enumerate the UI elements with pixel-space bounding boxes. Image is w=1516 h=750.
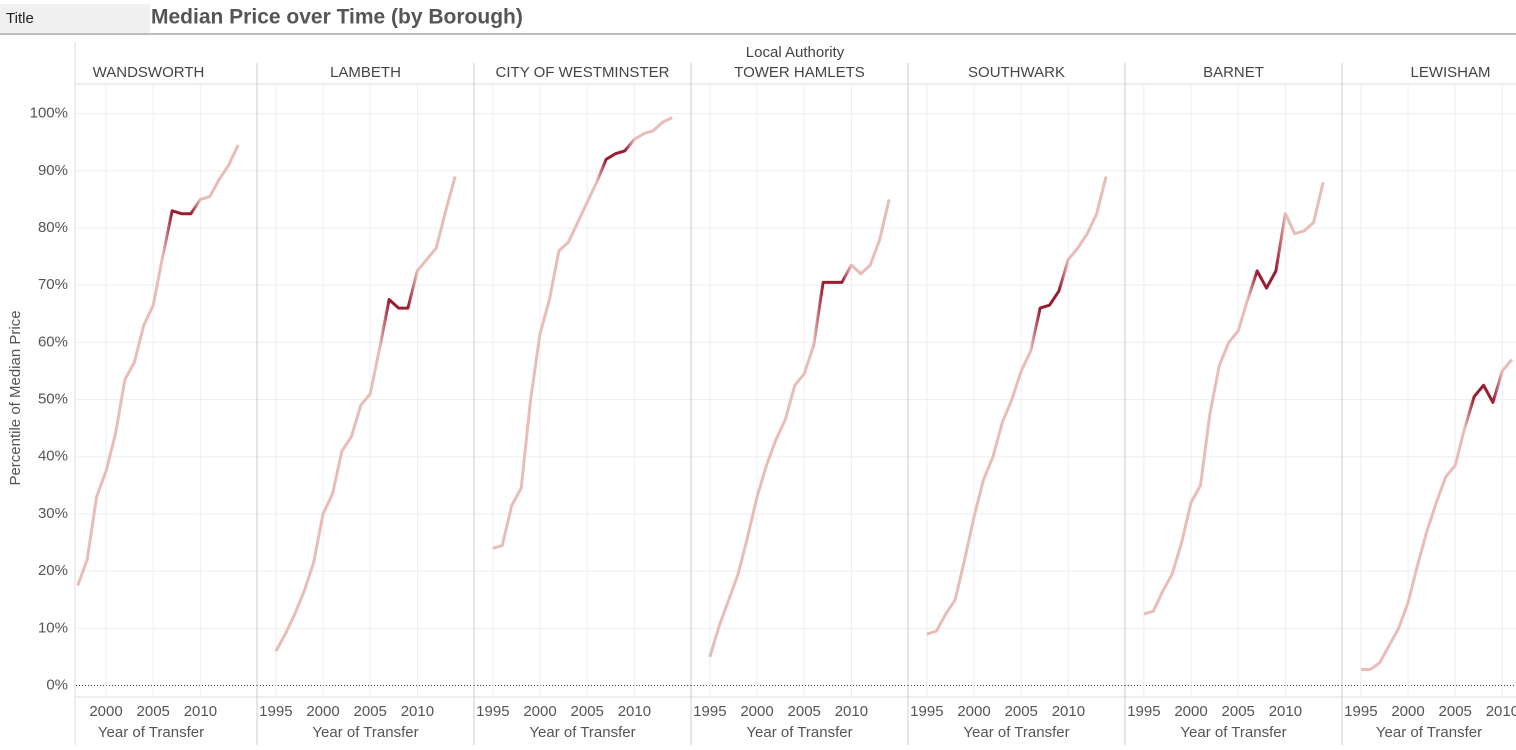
data-line bbox=[708, 199, 891, 658]
x-tick-label: 1995 bbox=[42, 703, 75, 720]
x-axis-title: Year of Transfer bbox=[312, 724, 418, 741]
y-tick-label: 30% bbox=[38, 505, 68, 522]
y-axis-title: Percentile of Median Price bbox=[7, 310, 24, 485]
x-axis-title: Year of Transfer bbox=[1180, 724, 1286, 741]
x-axis-title: Year of Transfer bbox=[98, 724, 204, 741]
y-tick-label: 80% bbox=[38, 219, 68, 236]
x-tick-label: 2010 bbox=[401, 703, 434, 720]
x-tick-label: 2010 bbox=[1269, 703, 1302, 720]
panel-title: BARNET bbox=[1203, 64, 1264, 81]
x-tick-label: 2005 bbox=[571, 703, 604, 720]
data-line bbox=[1360, 358, 1513, 672]
x-tick-label: 2005 bbox=[354, 703, 387, 720]
x-tick-label: 2010 bbox=[618, 703, 651, 720]
panel-title: WANDSWORTH bbox=[93, 64, 205, 81]
x-tick-label: 2000 bbox=[89, 703, 122, 720]
x-tick-label: 2010 bbox=[1052, 703, 1085, 720]
x-tick-label: 2010 bbox=[835, 703, 868, 720]
y-tick-label: 90% bbox=[38, 162, 68, 179]
y-tick-label: 70% bbox=[38, 276, 68, 293]
panel-title: CITY OF WESTMINSTER bbox=[496, 64, 670, 81]
x-tick-label: 2010 bbox=[1486, 703, 1516, 720]
panel: WANDSWORTH 1995 2000 2005 2010 Year of Transf… bbox=[42, 64, 257, 741]
x-tick-label: 2000 bbox=[306, 703, 339, 720]
y-tick-label: 0% bbox=[46, 677, 68, 694]
x-tick-label: 2000 bbox=[957, 703, 990, 720]
x-tick-label: 1995 bbox=[693, 703, 726, 720]
data-line bbox=[492, 116, 673, 550]
data-line bbox=[1143, 181, 1325, 616]
x-tick-label: 2000 bbox=[740, 703, 773, 720]
data-line bbox=[76, 144, 240, 586]
x-tick-label: 2005 bbox=[1439, 703, 1472, 720]
panel: LAMBETH 1995 2000 2005 2010 Year of Transfer bbox=[257, 64, 474, 741]
x-tick-label: 2000 bbox=[523, 703, 556, 720]
x-tick-label: 1995 bbox=[476, 703, 509, 720]
y-tick-label: 60% bbox=[38, 333, 68, 350]
y-tick-label: 10% bbox=[38, 619, 68, 636]
y-tick-label: 20% bbox=[38, 562, 68, 579]
panel-title: TOWER HAMLETS bbox=[734, 64, 865, 81]
data-line bbox=[274, 176, 457, 652]
x-tick-label: 2000 bbox=[1391, 703, 1424, 720]
panel-title: SOUTHWARK bbox=[968, 64, 1065, 81]
x-tick-label: 2005 bbox=[1222, 703, 1255, 720]
x-tick-label: 2005 bbox=[788, 703, 821, 720]
x-tick-label: 2005 bbox=[1005, 703, 1038, 720]
x-axis-title: Year of Transfer bbox=[1376, 724, 1482, 741]
y-tick-label: 100% bbox=[30, 105, 68, 122]
x-tick-label: 2010 bbox=[184, 703, 217, 720]
x-tick-label: 1995 bbox=[1344, 703, 1377, 720]
x-tick-label: 2005 bbox=[137, 703, 170, 720]
panel-title: LEWISHAM bbox=[1410, 64, 1490, 81]
title-label-box bbox=[0, 4, 150, 33]
panel: TOWER HAMLETS 1995 2000 2005 2010 Year of Tra… bbox=[691, 64, 908, 741]
chart-title: Median Price over Time (by Borough) bbox=[151, 6, 523, 29]
panel: SOUTHWARK 1995 2000 2005 2010 Year of Transfe… bbox=[908, 64, 1125, 741]
column-header: Local Authority bbox=[746, 44, 845, 61]
data-line bbox=[926, 176, 1108, 636]
x-axis-title: Year of Transfer bbox=[529, 724, 635, 741]
x-tick-label: 1995 bbox=[259, 703, 292, 720]
x-tick-label: 2000 bbox=[1174, 703, 1207, 720]
panel: CITY OF WESTMINSTER 1995 2000 2005 2010 Year … bbox=[474, 64, 691, 741]
y-tick-label: 40% bbox=[38, 448, 68, 465]
x-axis-title: Year of Transfer bbox=[963, 724, 1069, 741]
panel-title: LAMBETH bbox=[330, 64, 401, 81]
y-tick-label: 50% bbox=[38, 391, 68, 408]
panel: BARNET 1995 2000 2005 2010 Year of Transfer bbox=[1125, 64, 1342, 741]
x-tick-label: 1995 bbox=[1127, 703, 1160, 720]
x-tick-label: 1995 bbox=[910, 703, 943, 720]
x-axis-title: Year of Transfer bbox=[746, 724, 852, 741]
title-label: Title bbox=[6, 10, 34, 27]
